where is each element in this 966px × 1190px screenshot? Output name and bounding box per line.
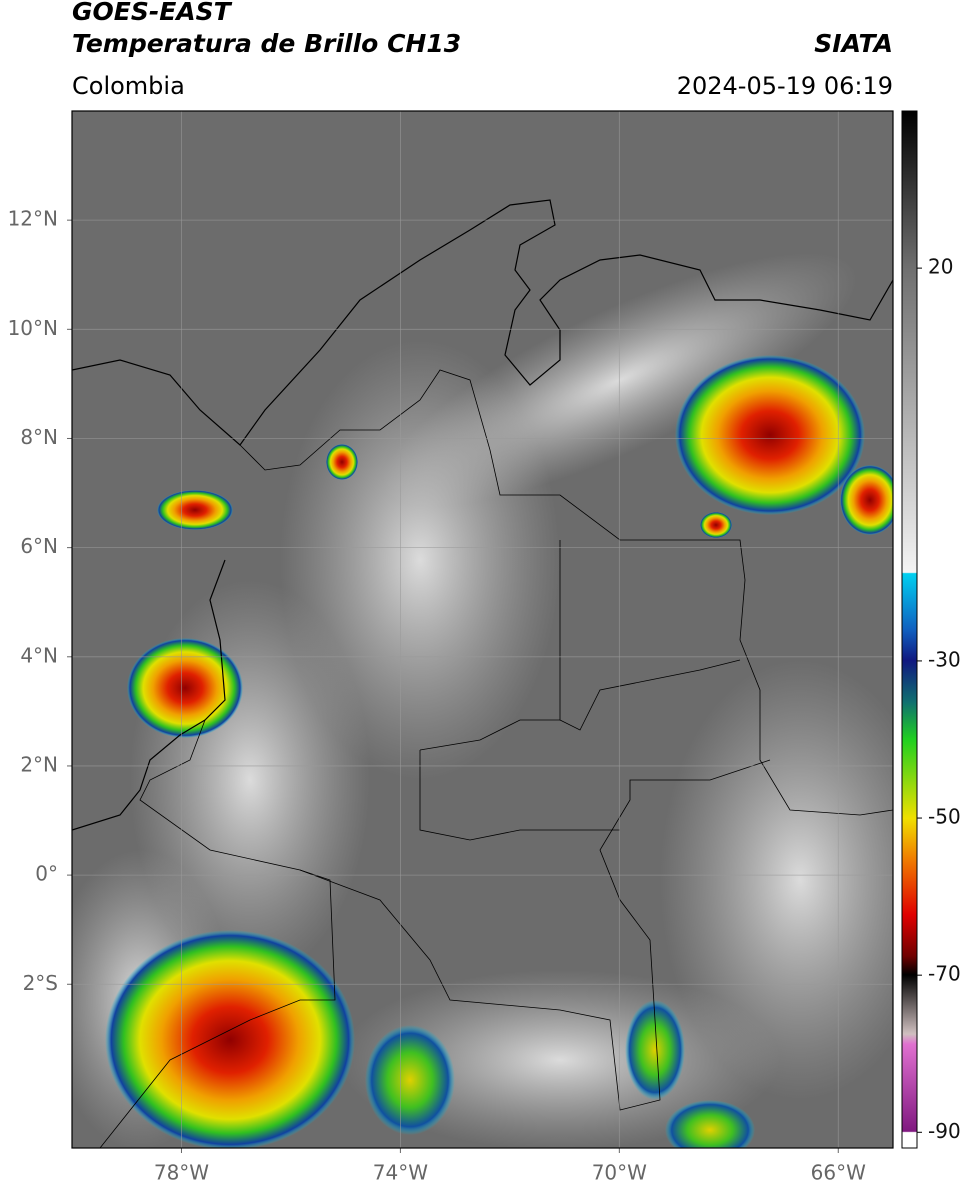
- storm: [157, 490, 233, 530]
- storm: [700, 512, 732, 538]
- map-frame: [71, 110, 894, 1149]
- datetime: 2024-05-19 06:19: [677, 72, 893, 100]
- cloud: [660, 660, 893, 1100]
- colorbar-tick-label: -70: [928, 962, 961, 986]
- y-tick-label: 8°N: [20, 425, 58, 449]
- storm: [127, 638, 243, 738]
- map-image: [72, 111, 893, 1148]
- y-tick-label: 6°N: [20, 534, 58, 558]
- title: GOES-EAST: [72, 0, 233, 26]
- storm: [665, 1100, 755, 1148]
- border: [419, 719, 620, 841]
- coastline: [72, 559, 226, 831]
- x-tick-label: 66°W: [811, 1161, 866, 1185]
- colorbar-tick-label: -30: [928, 647, 961, 671]
- y-tick-label: 4°N: [20, 643, 58, 667]
- colorbar-ticks: 20 -30 -50 -70 -90: [917, 255, 961, 1143]
- colorbar-tick-label: 20: [928, 255, 953, 279]
- storm: [326, 444, 358, 480]
- x-tick-label: 78°W: [154, 1161, 209, 1185]
- y-tick-label: 10°N: [8, 316, 58, 340]
- border: [139, 719, 771, 1111]
- y-tick-label: 2°N: [20, 752, 58, 776]
- y-tick-label: 0°: [35, 862, 58, 886]
- y-tick-label: 12°N: [8, 207, 58, 231]
- storm: [675, 355, 865, 515]
- grid: 78°W 74°W 70°W 66°W 12°N 10°N 8°N 6°N 4°N 2°N 0° 2°…: [8, 111, 893, 1185]
- x-tick-label: 74°W: [373, 1161, 428, 1185]
- x-tick-label: 70°W: [592, 1161, 647, 1185]
- source: SIATA: [814, 29, 893, 58]
- y-tick-label: 2°S: [23, 971, 58, 995]
- storm: [365, 1025, 455, 1135]
- colorbar: [901, 110, 918, 1149]
- border: [239, 369, 893, 816]
- border: [99, 869, 336, 1148]
- subtitle: Temperatura de Brillo CH13: [72, 29, 461, 58]
- colorbar-tick-label: -50: [928, 805, 961, 829]
- storm: [105, 930, 355, 1148]
- region: Colombia: [72, 72, 185, 100]
- storm: [840, 465, 893, 535]
- storm: [625, 1000, 685, 1100]
- colorbar-tick-label: -90: [928, 1119, 961, 1143]
- coastline: [72, 199, 893, 446]
